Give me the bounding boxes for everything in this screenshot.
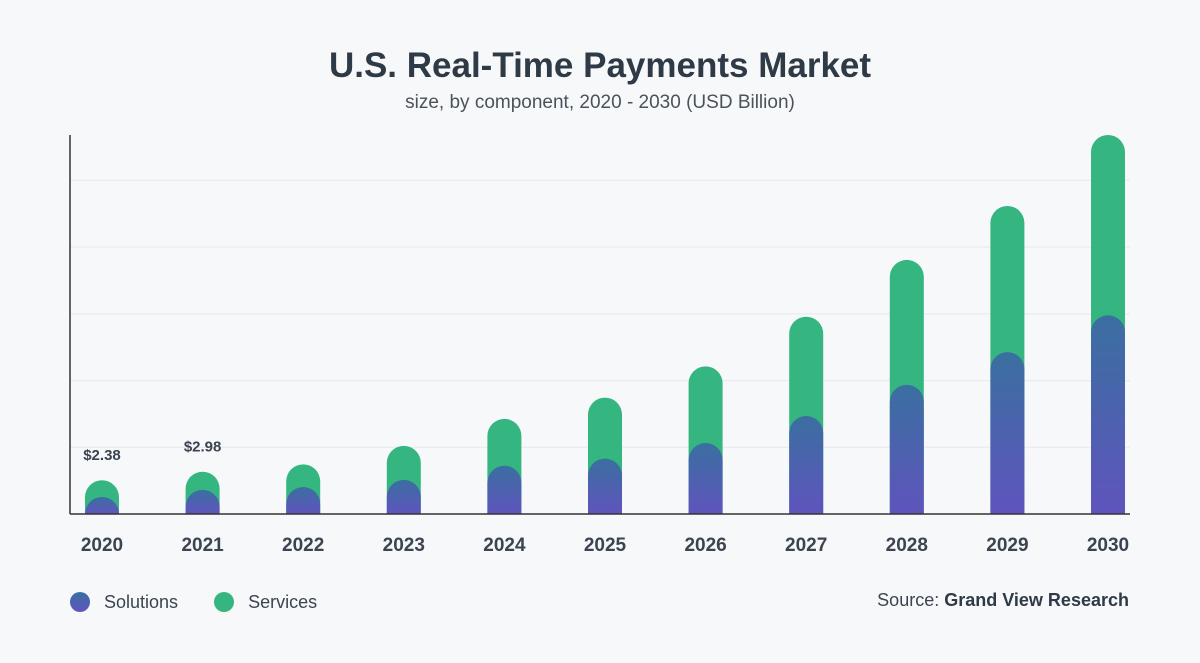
x-tick-label-2028: 2028 <box>886 535 928 556</box>
chart-title: U.S. Real-Time Payments Market <box>328 46 872 85</box>
bar-group-2023[interactable] <box>386 445 421 514</box>
x-tick-label-2025: 2025 <box>584 535 627 556</box>
x-tick-label-2030: 2030 <box>1087 535 1129 556</box>
bar-solutions-2025[interactable] <box>588 458 622 514</box>
bar-solutions-2022[interactable] <box>286 487 321 514</box>
solutions-swatch-icon <box>70 592 90 612</box>
bar-solutions-2029[interactable] <box>990 352 1025 514</box>
legend-label-services: Services <box>248 591 318 612</box>
bar-solutions-2024[interactable] <box>487 465 522 514</box>
legend-item-solutions[interactable]: Solutions <box>70 592 178 613</box>
bar-solutions-2020[interactable] <box>85 496 119 514</box>
services-swatch-icon <box>214 592 235 612</box>
source-prefix: Source: <box>877 590 940 610</box>
bar-group-2020[interactable] <box>85 480 119 514</box>
bar-group-2025[interactable] <box>588 397 622 514</box>
bar-solutions-2021[interactable] <box>185 489 220 514</box>
bar-group-2028[interactable] <box>889 259 924 514</box>
legend: Solutions Services <box>70 590 353 614</box>
x-tick-label-2022: 2022 <box>282 535 324 556</box>
source-credit: Source: Grand View Research <box>877 590 1129 611</box>
bar-group-2030[interactable] <box>1091 135 1125 514</box>
bar-group-2027[interactable] <box>789 316 824 514</box>
x-tick-label-2024: 2024 <box>483 535 526 556</box>
data-label-2021: $2.98 <box>184 439 222 456</box>
bar-solutions-2023[interactable] <box>386 479 421 514</box>
bar-group-2026[interactable] <box>688 366 723 514</box>
bar-group-2024[interactable] <box>487 418 522 514</box>
legend-item-services[interactable]: Services <box>214 592 317 613</box>
labels: 2020 2021 2022 2023 2024 2025 2026 2027 2028 2029… <box>81 439 1129 556</box>
bar-solutions-2028[interactable] <box>889 384 924 514</box>
legend-label-solutions: Solutions <box>104 591 179 612</box>
x-tick-label-2023: 2023 <box>383 535 425 556</box>
bars <box>85 135 1125 514</box>
chart-subtitle: size, by component, 2020 - 2030 (USD Bil… <box>405 92 795 113</box>
x-tick-label-2026: 2026 <box>684 535 726 556</box>
x-tick-label-2020: 2020 <box>81 535 123 556</box>
x-tick-label-2027: 2027 <box>785 535 827 556</box>
x-tick-label-2029: 2029 <box>986 535 1028 556</box>
bar-group-2029[interactable] <box>990 205 1025 514</box>
bar-group-2022[interactable] <box>286 464 321 514</box>
x-tick-label-2021: 2021 <box>181 535 224 556</box>
bar-solutions-2026[interactable] <box>688 443 723 514</box>
data-label-2020: $2.38 <box>83 447 121 464</box>
bar-solutions-2030[interactable] <box>1091 315 1125 514</box>
source-name: Grand View Research <box>944 590 1129 610</box>
bar-group-2021[interactable] <box>185 471 220 514</box>
bar-solutions-2027[interactable] <box>789 416 824 514</box>
